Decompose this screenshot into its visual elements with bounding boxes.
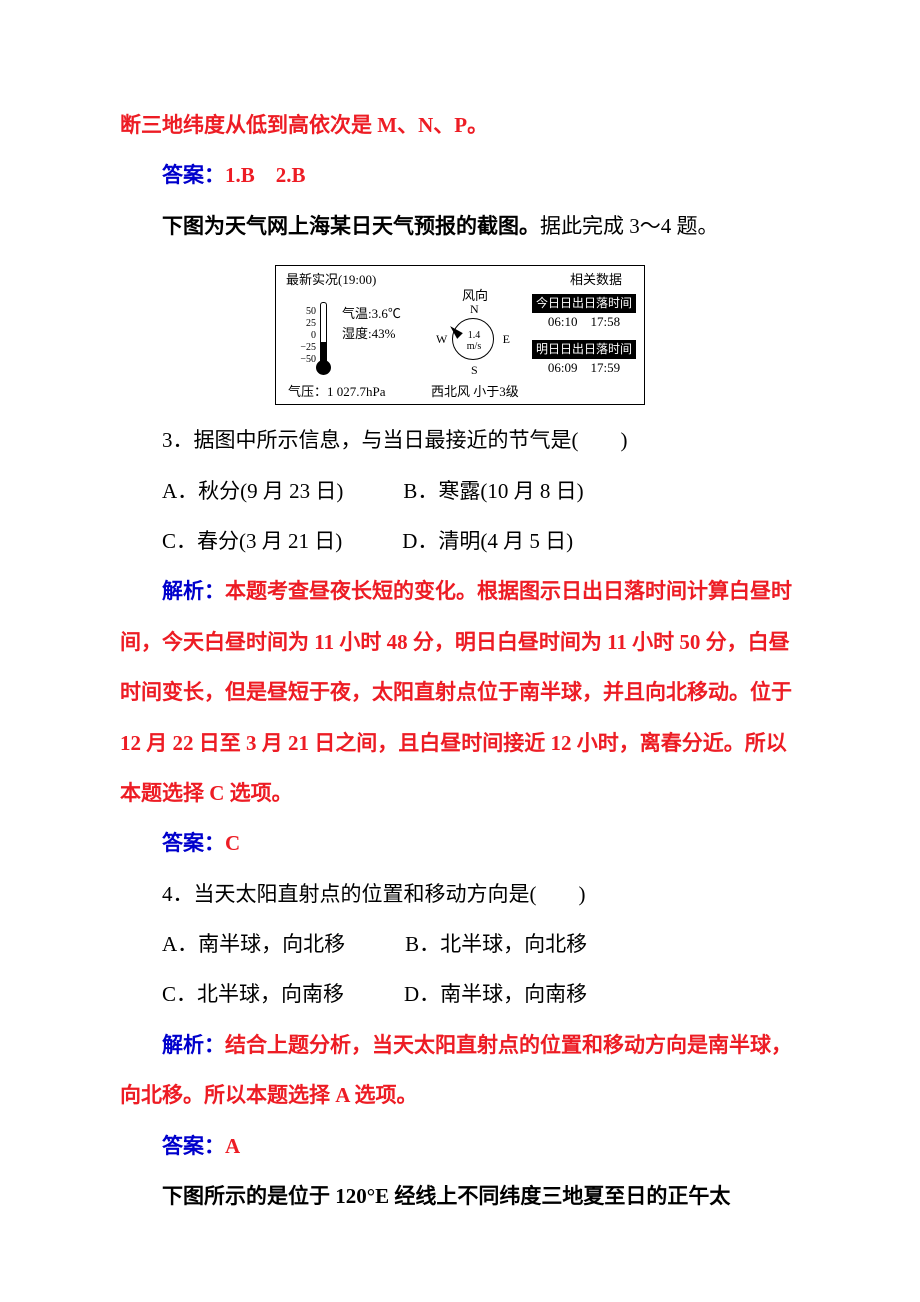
today-sun-times: 06:10 17:58 <box>532 313 636 331</box>
compass-icon: N S W E 1.4 m/s <box>438 304 508 374</box>
weather-diagram-wrap: 最新实况(19:00) 相关数据 50 25 0 −25 −50 气温:3.6℃… <box>120 265 800 405</box>
q4-explanation: 解析：结合上题分析，当天太阳直射点的位置和移动方向是南半球，向北移。所以本题选择… <box>120 1020 800 1121</box>
temperature-text: 气温:3.6℃ <box>342 306 401 322</box>
scale-50: 50 <box>294 306 316 318</box>
humidity-text: 湿度:43% <box>342 326 395 342</box>
q3-optB: B．寒露(10 月 8 日) <box>403 479 583 503</box>
q3-ans-value: C <box>225 831 240 855</box>
q4-optC: C．北半球，向南移 <box>162 982 344 1006</box>
figure-intro-bold: 下图为天气网上海某日天气预报的截图。 <box>162 214 540 238</box>
scale-0: 0 <box>294 330 316 342</box>
weather-diagram: 最新实况(19:00) 相关数据 50 25 0 −25 −50 气温:3.6℃… <box>275 265 645 405</box>
next-figure-intro: 下图所示的是位于 120°E 经线上不同纬度三地夏至日的正午太 <box>120 1171 800 1221</box>
q3-ans-label: 答案： <box>162 831 225 855</box>
answer-12-value: 1.B 2.B <box>225 163 306 187</box>
scale-n25: −25 <box>294 342 316 354</box>
compass-w: W <box>436 332 447 346</box>
q3-row1: A．秋分(9 月 23 日) B．寒露(10 月 8 日) <box>120 466 800 516</box>
thermometer-bulb <box>316 360 331 375</box>
compass-n: N <box>470 302 479 316</box>
compass-s: S <box>471 363 478 377</box>
answer-12-label: 答案： <box>162 163 225 187</box>
q3-optA: A．秋分(9 月 23 日) <box>162 479 343 503</box>
q3-explanation: 解析：本题考查昼夜长短的变化。根据图示日出日落时间计算白昼时间，今天白昼时间为 … <box>120 566 800 818</box>
q3-optC: C．春分(3 月 21 日) <box>162 529 342 553</box>
q3-expl-label: 解析： <box>162 579 225 603</box>
q4-row2: C．北半球，向南移 D．南半球，向南移 <box>120 969 800 1019</box>
q4-expl-label: 解析： <box>162 1033 225 1057</box>
figure-intro: 下图为天气网上海某日天气预报的截图。据此完成 3～4 题。 <box>120 201 800 251</box>
q3-row2: C．春分(3 月 21 日) D．清明(4 月 5 日) <box>120 516 800 566</box>
q3-expl-body: 本题考查昼夜长短的变化。根据图示日出日落时间计算白昼时间，今天白昼时间为 11 … <box>120 579 792 805</box>
q4-row1: A．南半球，向北移 B．北半球，向北移 <box>120 919 800 969</box>
q3-stem: 3．据图中所示信息，与当日最接近的节气是( ) <box>120 415 800 465</box>
q4-answer: 答案：A <box>120 1121 800 1171</box>
q4-optB: B．北半球，向北移 <box>405 932 587 956</box>
thermometer-scale: 50 25 0 −25 −50 <box>294 306 316 366</box>
q3-answer: 答案：C <box>120 818 800 868</box>
scale-25: 25 <box>294 318 316 330</box>
wind-unit: m/s <box>467 341 481 352</box>
q3-optD: D．清明(4 月 5 日) <box>402 529 573 553</box>
tomorrow-sun-box: 明日日出日落时间 06:09 17:59 <box>532 340 636 376</box>
tomorrow-sun-times: 06:09 17:59 <box>532 359 636 377</box>
diagram-title-right: 相关数据 <box>570 272 622 288</box>
q4-ans-label: 答案： <box>162 1134 225 1158</box>
thermometer-icon: 50 25 0 −25 −50 <box>294 302 334 380</box>
q4-optA: A．南半球，向北移 <box>162 932 345 956</box>
figure-intro-tail: 据此完成 3～4 题。 <box>540 214 719 238</box>
q4-options: A．南半球，向北移 B．北半球，向北移 C．北半球，向南移 D．南半球，向南移 <box>120 919 800 1020</box>
compass-e: E <box>503 332 510 346</box>
answer-12: 答案：1.B 2.B <box>120 150 800 200</box>
pressure-text: 气压：1 027.7hPa <box>288 384 386 400</box>
q3-options: A．秋分(9 月 23 日) B．寒露(10 月 8 日) C．春分(3 月 21… <box>120 466 800 567</box>
today-sun-box: 今日日出日落时间 06:10 17:58 <box>532 294 636 330</box>
tomorrow-sun-header: 明日日出日落时间 <box>532 340 636 358</box>
wind-speed: 1.4 <box>468 330 481 341</box>
intro-fragment: 断三地纬度从低到高依次是 M、N、P。 <box>120 100 800 150</box>
diagram-title-left: 最新实况(19:00) <box>286 272 376 288</box>
q4-optD: D．南半球，向南移 <box>404 982 587 1006</box>
scale-n50: −50 <box>294 354 316 366</box>
q4-ans-value: A <box>225 1134 240 1158</box>
today-sun-header: 今日日出日落时间 <box>532 294 636 312</box>
wind-description: 西北风 小于3级 <box>431 384 519 400</box>
q4-stem: 4．当天太阳直射点的位置和移动方向是( ) <box>120 869 800 919</box>
compass-value: 1.4 m/s <box>460 330 488 352</box>
